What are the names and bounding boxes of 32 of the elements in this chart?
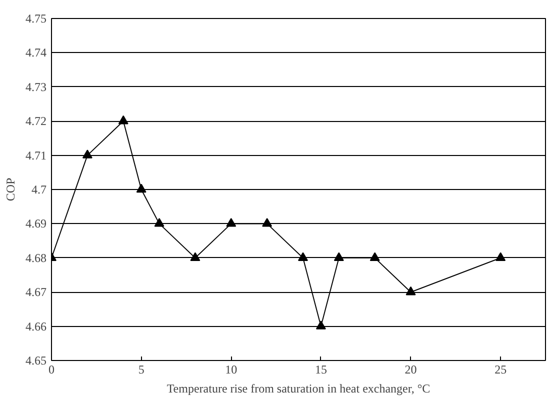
point xyxy=(496,252,506,261)
point xyxy=(298,252,308,261)
x-tick-label: 10 xyxy=(225,362,238,376)
point xyxy=(334,252,344,261)
y-tick-label: 4.66 xyxy=(26,319,46,334)
y-tick-label: 4.75 xyxy=(26,12,46,26)
y-tick-label: 4.74 xyxy=(26,46,46,60)
x-tick-label: 25 xyxy=(494,362,507,376)
y-tick-label: 4.72 xyxy=(26,114,46,128)
y-tick-label: 4.65 xyxy=(26,354,46,368)
point xyxy=(226,218,236,227)
point xyxy=(82,150,92,158)
point xyxy=(316,320,326,330)
point xyxy=(370,252,380,261)
y-tick-label: 4.68 xyxy=(26,250,46,265)
x-tick-label: 0 xyxy=(48,362,54,376)
y-tick-label: 4.73 xyxy=(26,80,46,94)
y-tick-label: 4.7 xyxy=(32,182,46,196)
x-axis-title: Temperature rise from saturation in heat exchanger, °C xyxy=(166,382,430,396)
x-tick-label: 20 xyxy=(404,362,417,376)
point xyxy=(262,218,272,227)
y-tick-label: 4.71 xyxy=(26,148,46,162)
y-tick-label: 4.67 xyxy=(26,285,46,300)
point xyxy=(190,252,200,261)
point xyxy=(118,115,128,124)
point xyxy=(136,184,146,193)
point xyxy=(154,218,164,227)
point xyxy=(406,286,416,296)
y-axis-title: COP xyxy=(4,178,18,202)
x-tick-label: 15 xyxy=(314,362,327,376)
x-tick-label: 5 xyxy=(138,362,144,376)
y-tick-label: 4.69 xyxy=(26,216,46,231)
